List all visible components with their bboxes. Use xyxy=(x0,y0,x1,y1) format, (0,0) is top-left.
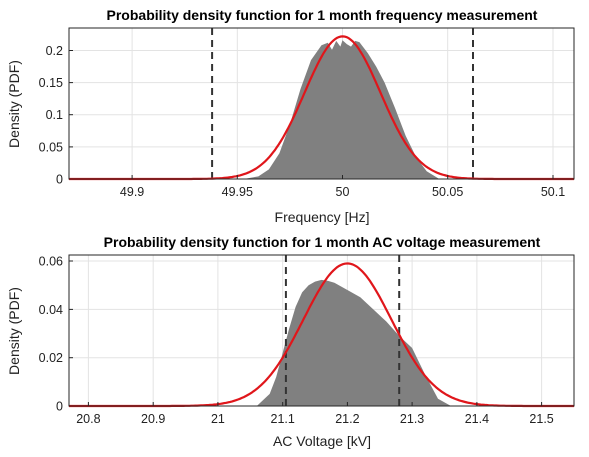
y-axis-label: Density (PDF) xyxy=(6,60,22,148)
x-tick-label: 50.1 xyxy=(541,185,565,199)
x-tick-label: 50.05 xyxy=(432,185,463,199)
x-tick-label: 20.9 xyxy=(141,412,165,426)
y-tick-label: 0.15 xyxy=(39,76,63,90)
chart-title: Probability density function for 1 month… xyxy=(107,7,538,23)
y-tick-label: 0.06 xyxy=(39,255,63,269)
x-tick-label: 21.2 xyxy=(335,412,359,426)
y-tick-label: 0.2 xyxy=(46,44,63,58)
y-tick-labels: 0 0.05 0.1 0.15 0.2 xyxy=(39,44,73,187)
x-tick-label: 21 xyxy=(211,412,225,426)
x-axis-label: AC Voltage [kV] xyxy=(273,433,371,449)
axes-frame xyxy=(68,27,575,180)
frequency-pdf-chart: Probability density function for 1 month… xyxy=(6,7,575,225)
x-tick-label: 21.4 xyxy=(465,412,489,426)
y-tick-label: 0 xyxy=(56,173,63,187)
y-tick-label: 0.04 xyxy=(39,303,63,317)
voltage-pdf-chart: Probability density function for 1 month… xyxy=(6,234,575,449)
x-tick-labels: 49.9 49.95 50 50.05 50.1 xyxy=(120,175,565,199)
y-tick-label: 0.05 xyxy=(39,140,63,154)
y-tick-label: 0.1 xyxy=(46,108,63,122)
x-tick-label: 21.1 xyxy=(271,412,295,426)
y-axis-label: Density (PDF) xyxy=(6,287,22,375)
histogram-area xyxy=(256,279,451,406)
x-tick-label: 50 xyxy=(336,185,350,199)
y-tick-labels: 0 0.02 0.04 0.06 xyxy=(39,255,73,414)
x-tick-label: 21.5 xyxy=(529,412,553,426)
y-tick-label: 0.02 xyxy=(39,351,63,365)
x-tick-label: 21.3 xyxy=(400,412,424,426)
x-axis-label: Frequency [Hz] xyxy=(275,209,370,225)
limit-lines xyxy=(211,28,474,179)
histogram-area xyxy=(243,40,440,180)
axes-frame xyxy=(68,254,575,407)
x-tick-labels: 20.8 20.9 21 21.1 21.2 21.3 21.4 21.5 xyxy=(76,402,554,426)
y-tick-label: 0 xyxy=(56,400,63,414)
x-tick-label: 49.9 xyxy=(120,185,144,199)
limit-lines xyxy=(284,255,401,406)
chart-title: Probability density function for 1 month… xyxy=(104,234,541,250)
x-tick-label: 49.95 xyxy=(222,185,253,199)
x-tick-label: 20.8 xyxy=(76,412,100,426)
